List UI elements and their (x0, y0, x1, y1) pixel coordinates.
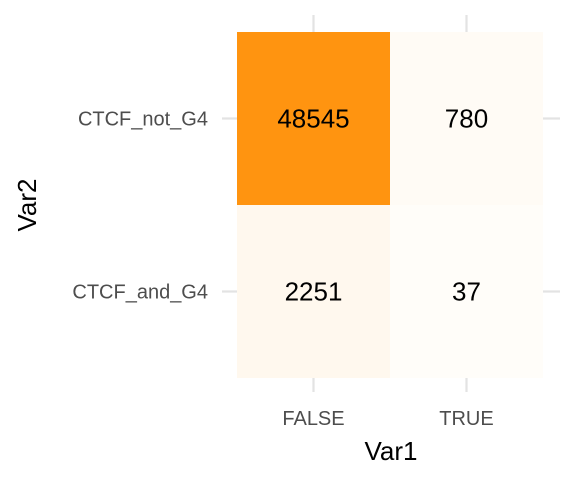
cell-value-label-false-ctcf-and-g4: 2251 (285, 277, 343, 307)
heatmap-cell-false-ctcf-and-g4 (237, 205, 390, 378)
cell-value-label-true-ctcf-and-g4: 37 (452, 277, 481, 307)
y-tick-label-ctcf-and-g4: CTCF_and_G4 (72, 282, 208, 304)
y-axis-title: Var2 (12, 179, 42, 232)
x-tick-label-false: FALSE (282, 408, 344, 430)
x-axis-title: Var1 (365, 436, 418, 466)
cell-value-label-true-ctcf-not-g4: 780 (445, 104, 488, 134)
heatmap-cell-true-ctcf-not-g4 (390, 32, 543, 205)
heatmap-cells (237, 32, 543, 378)
cell-value-label-false-ctcf-not-g4: 48545 (277, 104, 349, 134)
heatmap-cell-false-ctcf-not-g4 (237, 32, 390, 205)
y-tick-label-ctcf-not-g4: CTCF_not_G4 (78, 109, 208, 131)
cell-labels: 48545 780 2251 37 (277, 104, 488, 307)
x-tick-label-true: TRUE (439, 408, 493, 430)
axes: FALSE TRUE CTCF_and_G4 CTCF_not_G4 (72, 109, 493, 431)
heatmap-cell-true-ctcf-and-g4 (390, 205, 543, 378)
